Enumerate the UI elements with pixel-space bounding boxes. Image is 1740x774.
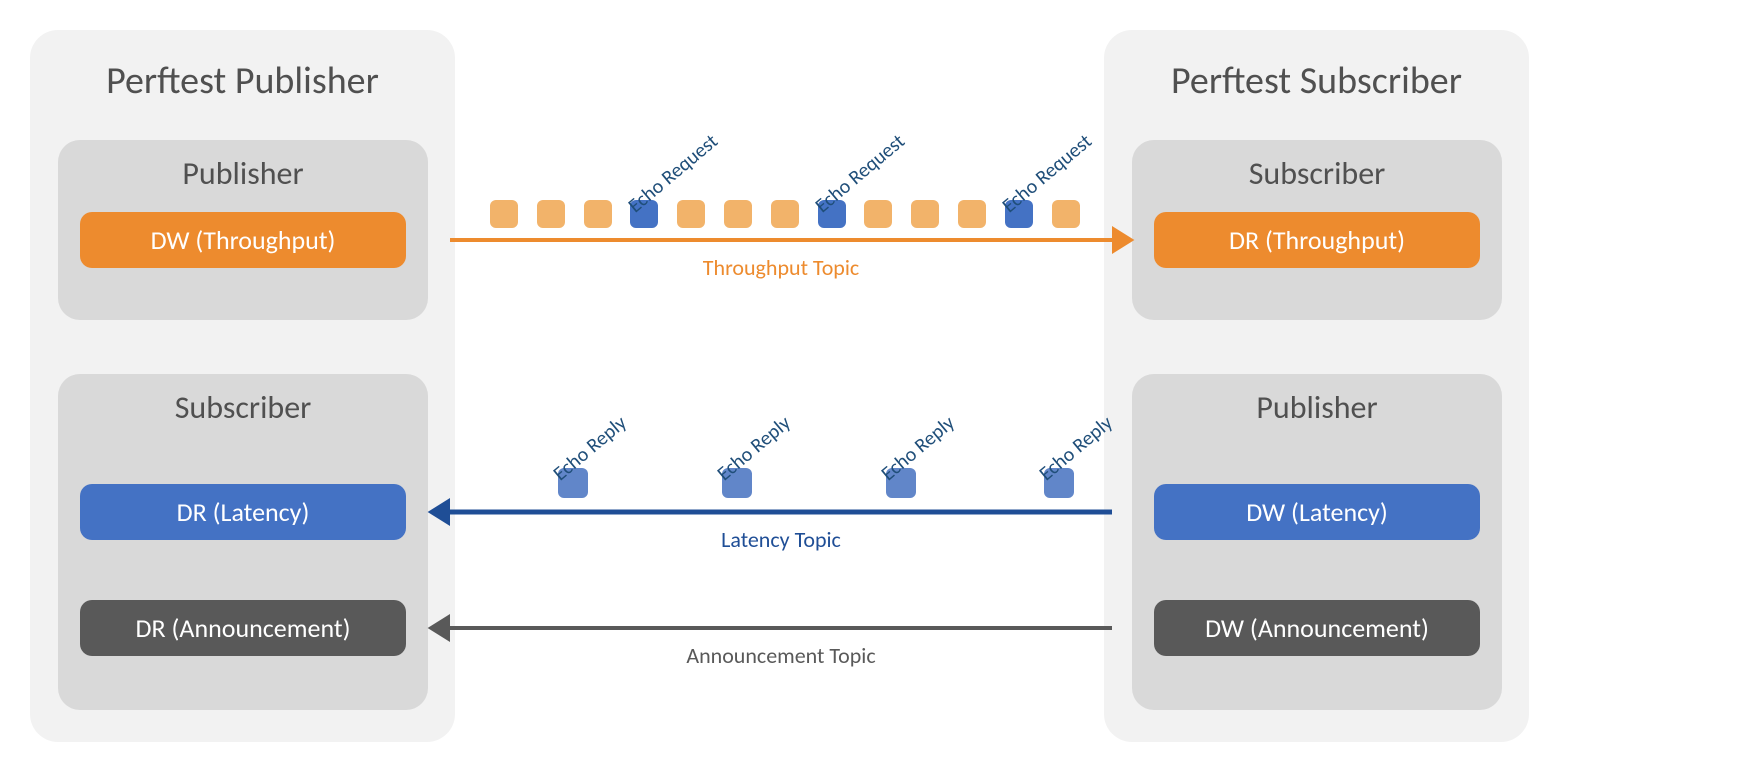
right-participant-title: Perftest Subscriber — [1104, 58, 1529, 104]
throughput-packet — [490, 200, 518, 228]
left-subscriber-box: Subscriber DR (Latency) DR (Announcement… — [58, 374, 428, 710]
dr-announcement-label: DR (Announcement) — [136, 612, 351, 644]
left-publisher-box: Publisher DW (Throughput) — [58, 140, 428, 320]
dw-throughput-label: DW (Throughput) — [151, 224, 336, 256]
dr-latency-label: DR (Latency) — [177, 496, 310, 528]
dr-latency-pill: DR (Latency) — [80, 484, 406, 540]
left-publisher-title: Publisher — [58, 154, 428, 193]
dw-announcement-label: DW (Announcement) — [1205, 612, 1429, 644]
right-publisher-box: Publisher DW (Latency) DW (Announcement) — [1132, 374, 1502, 710]
throughput-packet — [771, 200, 799, 228]
dr-throughput-label: DR (Throughput) — [1229, 224, 1405, 256]
dr-announcement-pill: DR (Announcement) — [80, 600, 406, 656]
left-subscriber-title: Subscriber — [58, 388, 428, 427]
echo-request-label: Echo Request — [811, 129, 910, 218]
throughput-packet — [1052, 200, 1080, 228]
right-subscriber-box: Subscriber DR (Throughput) — [1132, 140, 1502, 320]
throughput-topic-label: Throughput Topic — [681, 254, 881, 281]
dw-announcement-pill: DW (Announcement) — [1154, 600, 1480, 656]
echo-reply-label: Echo Reply — [877, 411, 960, 486]
throughput-packet — [864, 200, 892, 228]
dw-latency-pill: DW (Latency) — [1154, 484, 1480, 540]
right-publisher-title: Publisher — [1132, 388, 1502, 427]
left-participant-title: Perftest Publisher — [30, 58, 455, 104]
echo-request-label: Echo Request — [998, 129, 1097, 218]
throughput-packet — [584, 200, 612, 228]
echo-request-label: Echo Request — [623, 129, 722, 218]
dw-throughput-pill: DW (Throughput) — [80, 212, 406, 268]
echo-reply-label: Echo Reply — [549, 411, 632, 486]
latency-topic-label: Latency Topic — [681, 526, 881, 553]
right-participant: Perftest Subscriber Subscriber DR (Throu… — [1104, 30, 1529, 742]
left-participant: Perftest Publisher Publisher DW (Through… — [30, 30, 455, 742]
throughput-packet — [677, 200, 705, 228]
throughput-packet — [958, 200, 986, 228]
dr-throughput-pill: DR (Throughput) — [1154, 212, 1480, 268]
throughput-packet — [537, 200, 565, 228]
announcement-topic-label: Announcement Topic — [681, 642, 881, 669]
right-subscriber-title: Subscriber — [1132, 154, 1502, 193]
echo-reply-label: Echo Reply — [713, 411, 796, 486]
throughput-packet — [724, 200, 752, 228]
throughput-packet — [911, 200, 939, 228]
dw-latency-label: DW (Latency) — [1246, 496, 1388, 528]
